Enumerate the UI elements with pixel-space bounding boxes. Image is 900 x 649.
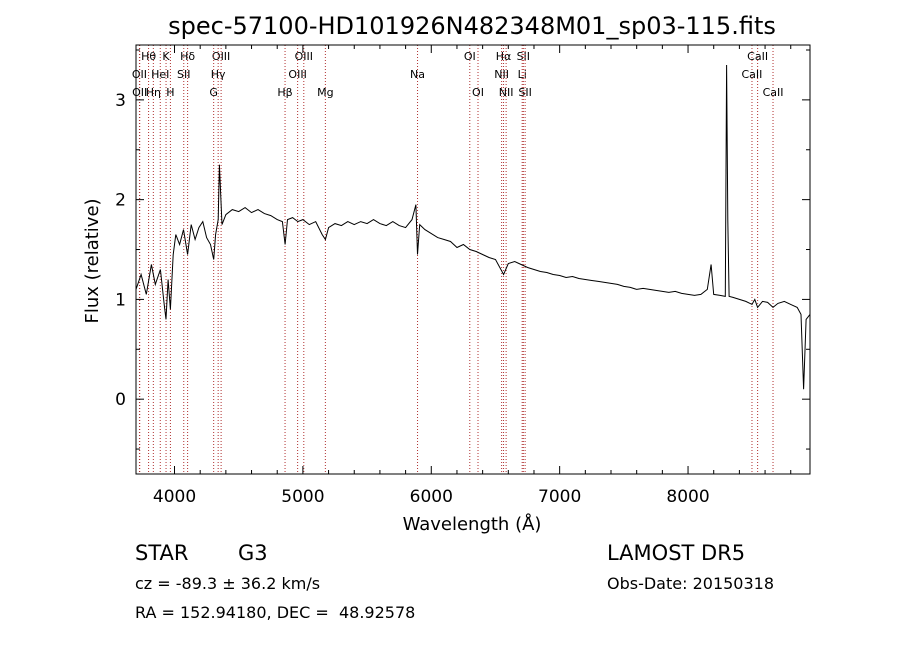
spectral-line-label: Mg — [317, 86, 333, 99]
coordinates: RA = 152.94180, DEC = 48.92578 — [135, 603, 416, 622]
spectral-line-label: CaII — [742, 68, 763, 81]
spectral-line-label: SII — [517, 50, 530, 63]
x-tick-label: 4000 — [153, 487, 196, 507]
spectral-line-label: K — [162, 50, 170, 63]
redshift-velocity: cz = -89.3 ± 36.2 km/s — [135, 574, 321, 593]
spectral-line-label: OIII — [295, 50, 313, 63]
spectral-line-label: Hθ — [141, 50, 156, 63]
observation-date: Obs-Date: 20150318 — [607, 574, 775, 593]
y-tick-label: 3 — [115, 91, 126, 111]
y-tick-label: 0 — [115, 390, 126, 410]
spectral-line-label: OIII — [288, 68, 306, 81]
chart-title: spec-57100-HD101926N482348M01_sp03-115.f… — [168, 12, 776, 40]
y-axis-label: Flux (relative) — [82, 198, 103, 323]
spectral-line-label: CaII — [763, 86, 784, 99]
spectral-line-label: Na — [410, 68, 425, 81]
spectral-line-label: CaII — [747, 50, 768, 63]
x-tick-label: 5000 — [281, 487, 324, 507]
plot-frame — [135, 44, 811, 475]
spectral-line-label: Hβ — [277, 86, 292, 99]
x-tick-label: 6000 — [410, 487, 453, 507]
spectral-line-label: OIII — [212, 50, 230, 63]
spectral-line-label: Li — [518, 68, 527, 81]
spectral-line-label: G — [209, 86, 218, 99]
x-axis-label: Wavelength (Å) — [403, 513, 542, 535]
spectral-line-label: HeI — [151, 68, 169, 81]
y-tick-label: 2 — [115, 191, 126, 211]
spectral-subclass: G3 — [238, 541, 268, 565]
spectral-line-label: NII — [494, 68, 509, 81]
spectral-line-label: SII — [177, 68, 190, 81]
spectral-line-label: Hγ — [211, 68, 226, 81]
spectral-line-label: OI — [472, 86, 484, 99]
spectral-line-label: Hη — [146, 86, 161, 99]
spectral-line-label: NII — [499, 86, 514, 99]
spectrum-series — [135, 64, 811, 390]
y-tick-label: 1 — [115, 290, 126, 310]
spectral-line-label: OI — [464, 50, 476, 63]
spectral-line-label: SII — [518, 86, 531, 99]
spectral-line-label: Hδ — [180, 50, 195, 63]
spectral-line-label: Hα — [496, 50, 512, 63]
x-tick-label: 7000 — [538, 487, 581, 507]
x-tick-label: 8000 — [666, 487, 709, 507]
spectral-line-label: H — [166, 86, 174, 99]
survey-name: LAMOST DR5 — [607, 541, 746, 565]
object-type: STAR — [135, 541, 189, 565]
axis-ticks-layer: 4000 5000 6000 7000 8000 0 1 2 3 — [115, 45, 810, 507]
